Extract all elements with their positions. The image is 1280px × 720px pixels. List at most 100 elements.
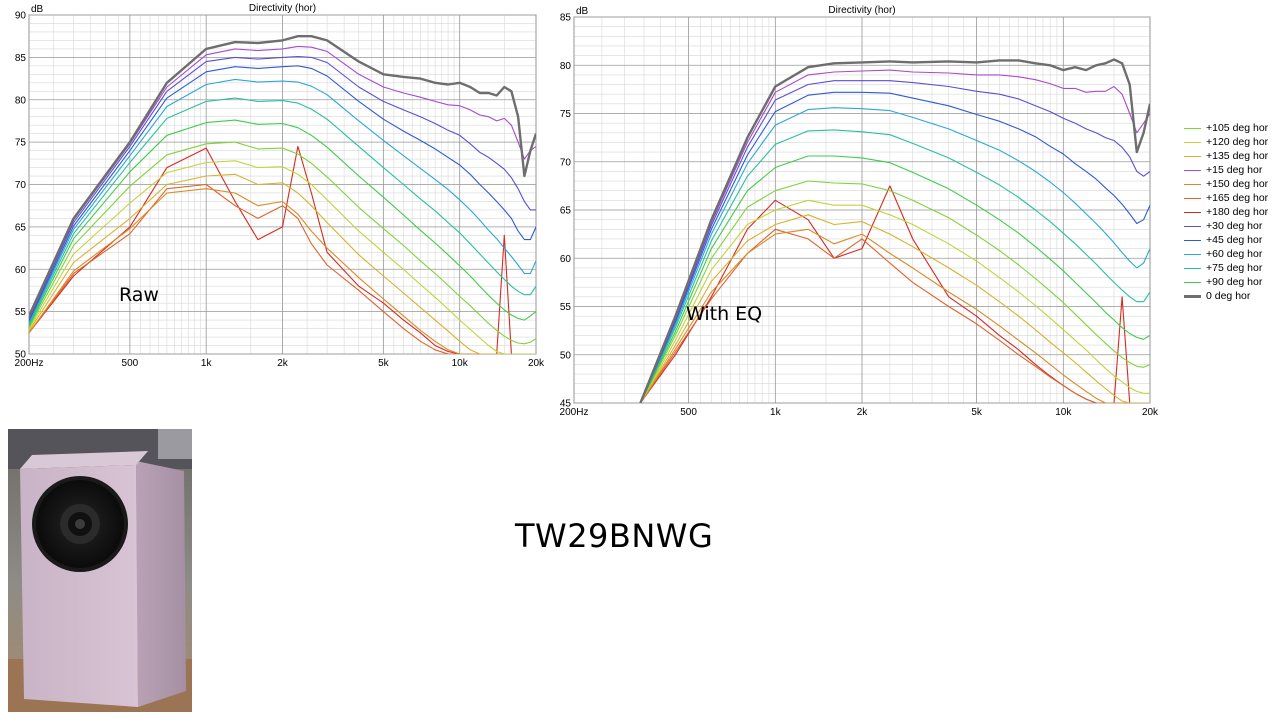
legend-swatch xyxy=(1184,141,1201,143)
legend-swatch xyxy=(1184,211,1201,213)
legend-item: +90 deg hor xyxy=(1184,275,1268,289)
legend-label: +180 deg hor xyxy=(1206,206,1269,218)
series-group xyxy=(29,35,536,354)
eq-directivity-chart: 45 50 55 60 65 70 75 80 85 200Hz 500 1k 2k 5k 10k 20k dB… xyxy=(545,0,1165,420)
y-tick-label: 50 xyxy=(560,350,572,361)
series-line--150-deg-hor xyxy=(639,228,1150,403)
legend-item: +30 deg hor xyxy=(1184,219,1268,233)
y-tick-label: 75 xyxy=(560,109,572,120)
legend-item: +165 deg hor xyxy=(1184,191,1268,205)
y-tick-label: 90 xyxy=(15,11,27,22)
x-tick-label: 1k xyxy=(770,407,782,418)
x-tick-label: 5k xyxy=(378,358,390,369)
legend-swatch xyxy=(1184,294,1201,298)
y-tick-label: 75 xyxy=(15,138,27,149)
legend-swatch xyxy=(1184,281,1201,283)
legend-swatch xyxy=(1184,225,1201,227)
legend-item: +150 deg hor xyxy=(1184,177,1268,191)
legend-item: +120 deg hor xyxy=(1184,135,1268,149)
y-tick-label: 55 xyxy=(15,307,27,318)
legend-label: +105 deg hor xyxy=(1206,122,1269,134)
legend-swatch xyxy=(1184,239,1201,241)
y-tick-label: 85 xyxy=(15,53,27,64)
page-title: TW29BNWG xyxy=(515,517,714,555)
legend-swatch xyxy=(1184,169,1201,171)
series-line--120-deg-hor xyxy=(639,199,1150,403)
y-tick-label: 70 xyxy=(15,180,27,191)
x-tick-label: 20k xyxy=(528,358,545,369)
legend-item: +105 deg hor xyxy=(1184,121,1268,135)
series-line--60-deg-hor xyxy=(639,107,1150,403)
series-line--120-deg-hor xyxy=(29,160,536,354)
series-line-0-deg-hor xyxy=(639,58,1150,403)
y-tick-label: 70 xyxy=(560,157,572,168)
chart-title: Directivity (hor) xyxy=(249,3,316,14)
legend-label: +135 deg hor xyxy=(1206,150,1269,162)
y-tick-label: 80 xyxy=(15,95,27,106)
eq-directivity-svg: 45 50 55 60 65 70 75 80 85 200Hz 500 1k 2k 5k 10k 20k dB… xyxy=(560,5,1160,418)
legend-swatch xyxy=(1184,267,1201,269)
chart-title: Directivity (hor) xyxy=(828,5,895,16)
x-tick-label: 2k xyxy=(277,358,289,369)
series-line--15-deg-hor xyxy=(639,69,1150,403)
series-line--60-deg-hor xyxy=(29,78,536,323)
series-line--150-deg-hor xyxy=(29,188,536,354)
series-line--135-deg-hor xyxy=(29,173,536,354)
x-tick-label: 10k xyxy=(452,358,469,369)
y-tick-label: 50 xyxy=(15,350,27,361)
x-tick-label: 5k xyxy=(971,407,983,418)
y-tick-label: 65 xyxy=(560,206,572,217)
legend-swatch xyxy=(1184,155,1201,157)
legend-item: +75 deg hor xyxy=(1184,261,1268,275)
series-line--75-deg-hor xyxy=(29,97,536,325)
legend-item: +45 deg hor xyxy=(1184,233,1268,247)
series-line--45-deg-hor xyxy=(29,65,536,322)
series-line--30-deg-hor xyxy=(29,55,536,320)
legend-label: +60 deg hor xyxy=(1206,248,1263,260)
series-line--105-deg-hor xyxy=(639,180,1150,403)
series-line--90-deg-hor xyxy=(639,155,1150,403)
legend-swatch xyxy=(1184,197,1201,199)
speaker-photo xyxy=(8,429,192,712)
y-tick-label: 55 xyxy=(560,302,572,313)
x-tick-label: 500 xyxy=(680,407,697,418)
x-tick-label: 200Hz xyxy=(560,407,589,418)
legend-swatch xyxy=(1184,253,1201,255)
legend-label: +120 deg hor xyxy=(1206,136,1269,148)
y-tick-label: 60 xyxy=(15,265,27,276)
y-tick-label: 85 xyxy=(560,13,572,24)
legend-label: +150 deg hor xyxy=(1206,178,1269,190)
series-line--15-deg-hor xyxy=(29,45,536,318)
legend-label: +45 deg hor xyxy=(1206,234,1263,246)
chart-legend: +105 deg hor +120 deg hor +135 deg hor +15 … xyxy=(1184,121,1268,303)
y-tick-label: 45 xyxy=(560,399,572,410)
legend-swatch xyxy=(1184,127,1201,129)
series-line--90-deg-hor xyxy=(29,119,536,327)
raw-annotation: Raw xyxy=(119,284,159,306)
series-line--75-deg-hor xyxy=(639,129,1150,403)
legend-label: +15 deg hor xyxy=(1206,164,1263,176)
series-line--165-deg-hor xyxy=(29,183,536,354)
series-line--105-deg-hor xyxy=(29,141,536,345)
x-tick-label: 500 xyxy=(122,358,139,369)
x-tick-label: 2k xyxy=(857,407,869,418)
y-axis-label: dB xyxy=(31,4,44,15)
legend-label: 0 deg hor xyxy=(1206,290,1251,302)
legend-label: +75 deg hor xyxy=(1206,262,1263,274)
legend-item: +135 deg hor xyxy=(1184,149,1268,163)
raw-directivity-chart: 50 55 60 65 70 75 80 85 90 200Hz 500 1k 2k 5k 10k 20k dB… xyxy=(0,0,546,372)
x-tick-label: 1k xyxy=(201,358,213,369)
y-tick-label: 65 xyxy=(15,222,27,233)
y-tick-label: 60 xyxy=(560,254,572,265)
eq-annotation: With EQ xyxy=(686,303,763,325)
series-group xyxy=(639,58,1150,403)
raw-directivity-svg: 50 55 60 65 70 75 80 85 90 200Hz 500 1k 2k 5k 10k 20k dB… xyxy=(15,3,546,369)
legend-item: +15 deg hor xyxy=(1184,163,1268,177)
x-tick-label: 20k xyxy=(1142,407,1159,418)
legend-item: +60 deg hor xyxy=(1184,247,1268,261)
series-line--30-deg-hor xyxy=(639,80,1150,403)
legend-label: +90 deg hor xyxy=(1206,276,1263,288)
legend-item: 0 deg hor xyxy=(1184,289,1268,303)
legend-label: +30 deg hor xyxy=(1206,220,1263,232)
x-tick-label: 200Hz xyxy=(15,358,44,369)
